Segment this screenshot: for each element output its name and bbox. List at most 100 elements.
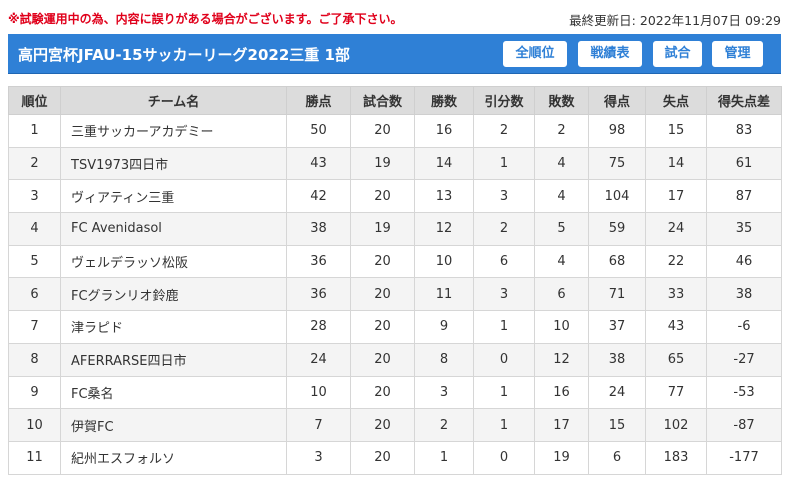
table-row: 5 ヴェルデラッソ松阪 36 20 10 6 4 68 22 46 <box>8 244 782 279</box>
cell-played: 20 <box>350 244 415 279</box>
cell-goals-against: 14 <box>645 146 707 181</box>
cell-losses: 19 <box>534 440 589 475</box>
cell-wins: 1 <box>414 440 474 475</box>
cell-wins: 2 <box>414 408 474 442</box>
league-title: 高円宮杯JFAU-15サッカーリーグ2022三重 1部 <box>18 46 350 64</box>
cell-team-name: FC桑名 <box>60 375 287 410</box>
cell-goals-for: 104 <box>588 179 646 214</box>
cell-losses: 2 <box>534 114 589 148</box>
table-row: 2 TSV1973四日市 43 19 14 1 4 75 14 61 <box>8 146 782 181</box>
cell-wins: 14 <box>414 146 474 181</box>
matches-button[interactable]: 試合 <box>653 41 702 67</box>
standings-table: 順位 チーム名 勝点 試合数 勝数 引分数 敗数 得点 失点 得失点差 1 三重サッカーアカデミー 5… <box>8 86 782 475</box>
cell-team-name: ヴェルデラッソ松阪 <box>60 244 287 279</box>
cell-goal-difference: 46 <box>706 244 782 279</box>
cell-rank: 9 <box>8 375 61 410</box>
cell-goal-difference: -53 <box>706 375 782 410</box>
last-updated-label: 最終更新日: <box>569 13 636 28</box>
cell-draws: 0 <box>473 342 535 377</box>
cell-goals-against: 17 <box>645 179 707 214</box>
table-row: 9 FC桑名 10 20 3 1 16 24 77 -53 <box>8 375 782 410</box>
cell-points: 3 <box>286 440 351 475</box>
standings-button[interactable]: 全順位 <box>503 41 567 67</box>
cell-points: 10 <box>286 375 351 410</box>
cell-goals-against: 183 <box>645 440 707 475</box>
cell-losses: 16 <box>534 375 589 410</box>
cell-goals-for: 15 <box>588 408 646 442</box>
table-header-row: 順位 チーム名 勝点 試合数 勝数 引分数 敗数 得点 失点 得失点差 <box>8 86 782 115</box>
table-row: 3 ヴィアティン三重 42 20 13 3 4 104 17 87 <box>8 179 782 214</box>
cell-draws: 3 <box>473 179 535 214</box>
cell-team-name: 三重サッカーアカデミー <box>60 114 287 148</box>
cell-played: 19 <box>350 212 415 246</box>
cell-goals-for: 98 <box>588 114 646 148</box>
cell-team-name: ヴィアティン三重 <box>60 179 287 214</box>
cell-goal-difference: -87 <box>706 408 782 442</box>
results-table-button[interactable]: 戦績表 <box>578 41 642 67</box>
column-header-losses: 敗数 <box>534 86 589 115</box>
cell-goals-against: 15 <box>645 114 707 148</box>
table-row: 1 三重サッカーアカデミー 50 20 16 2 2 98 15 83 <box>8 114 782 148</box>
cell-rank: 8 <box>8 342 61 377</box>
cell-draws: 0 <box>473 440 535 475</box>
cell-wins: 9 <box>414 310 474 344</box>
cell-wins: 3 <box>414 375 474 410</box>
cell-played: 20 <box>350 310 415 344</box>
last-updated: 最終更新日: 2022年11月07日 09:29 <box>569 10 781 29</box>
cell-points: 24 <box>286 342 351 377</box>
cell-goals-for: 68 <box>588 244 646 279</box>
cell-draws: 2 <box>473 114 535 148</box>
cell-rank: 3 <box>8 179 61 214</box>
cell-rank: 7 <box>8 310 61 344</box>
table-row: 11 紀州エスフォルソ 3 20 1 0 19 6 183 -177 <box>8 440 782 475</box>
cell-goal-difference: -177 <box>706 440 782 475</box>
cell-goals-against: 102 <box>645 408 707 442</box>
cell-points: 42 <box>286 179 351 214</box>
admin-button[interactable]: 管理 <box>712 41 763 67</box>
column-header-team-name: チーム名 <box>60 86 287 115</box>
cell-wins: 8 <box>414 342 474 377</box>
cell-losses: 5 <box>534 212 589 246</box>
cell-losses: 4 <box>534 179 589 214</box>
cell-losses: 10 <box>534 310 589 344</box>
cell-played: 20 <box>350 179 415 214</box>
cell-draws: 1 <box>473 375 535 410</box>
cell-draws: 2 <box>473 212 535 246</box>
cell-played: 20 <box>350 408 415 442</box>
cell-goal-difference: 35 <box>706 212 782 246</box>
cell-team-name: AFERRARSE四日市 <box>60 342 287 377</box>
top-bar: ※試験運用中の為、内容に誤りがある場合がございます。ご了承下さい。 最終更新日:… <box>8 8 781 28</box>
cell-wins: 11 <box>414 277 474 312</box>
table-row: 7 津ラピド 28 20 9 1 10 37 43 -6 <box>8 310 782 344</box>
cell-goal-difference: 83 <box>706 114 782 148</box>
last-updated-value: 2022年11月07日 09:29 <box>639 13 781 28</box>
cell-points: 36 <box>286 244 351 279</box>
cell-losses: 4 <box>534 244 589 279</box>
column-header-rank: 順位 <box>8 86 61 115</box>
cell-losses: 6 <box>534 277 589 312</box>
table-row: 6 FCグランリオ鈴鹿 36 20 11 3 6 71 33 38 <box>8 277 782 312</box>
cell-team-name: 伊賀FC <box>60 408 287 442</box>
cell-rank: 1 <box>8 114 61 148</box>
cell-draws: 1 <box>473 146 535 181</box>
column-header-played: 試合数 <box>350 86 415 115</box>
cell-rank: 10 <box>8 408 61 442</box>
cell-goals-for: 37 <box>588 310 646 344</box>
cell-team-name: 紀州エスフォルソ <box>60 440 287 475</box>
cell-goals-against: 22 <box>645 244 707 279</box>
table-row: 10 伊賀FC 7 20 2 1 17 15 102 -87 <box>8 408 782 442</box>
cell-points: 43 <box>286 146 351 181</box>
cell-goal-difference: 87 <box>706 179 782 214</box>
column-header-points: 勝点 <box>286 86 351 115</box>
cell-wins: 16 <box>414 114 474 148</box>
column-header-draws: 引分数 <box>473 86 535 115</box>
cell-points: 36 <box>286 277 351 312</box>
cell-points: 50 <box>286 114 351 148</box>
cell-goal-difference: -27 <box>706 342 782 377</box>
cell-draws: 1 <box>473 310 535 344</box>
column-header-goals-for: 得点 <box>588 86 646 115</box>
cell-played: 20 <box>350 114 415 148</box>
table-body: 1 三重サッカーアカデミー 50 20 16 2 2 98 15 83 2 TSV1973四日市 43 1… <box>8 114 782 475</box>
table-row: 4 FC Avenidasol 38 19 12 2 5 59 24 35 <box>8 212 782 246</box>
cell-wins: 12 <box>414 212 474 246</box>
